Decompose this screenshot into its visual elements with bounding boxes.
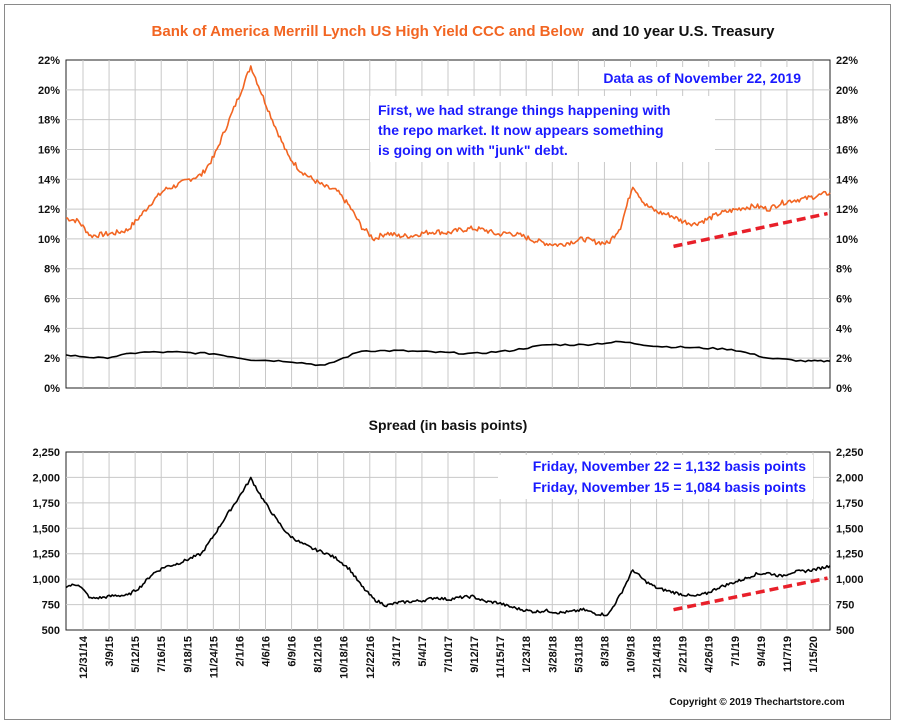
bottom-ytick-left: 1,250 — [32, 549, 60, 561]
title-treasury: and 10 year U.S. Treasury — [592, 23, 775, 40]
top-ytick-left: 20% — [38, 85, 60, 97]
x-tick-label: 5/31/18 — [573, 636, 585, 673]
top-ytick-left: 4% — [44, 323, 60, 335]
bottom-ytick-right: 750 — [836, 600, 854, 612]
x-tick-label: 8/12/16 — [313, 636, 325, 673]
x-tick-label: 12/31/14 — [78, 635, 90, 679]
top-ytick-right: 6% — [836, 294, 852, 306]
top-ytick-left: 22% — [38, 55, 60, 67]
x-tick-label: 12/22/16 — [365, 636, 377, 679]
x-tick-label: 11/7/19 — [782, 636, 794, 672]
spread-annotation-bg — [498, 455, 813, 499]
bottom-ytick-right: 1,750 — [836, 498, 864, 510]
bottom-ytick-right: 2,250 — [836, 447, 864, 459]
bottom-y-ticks: 500 500 750 750 1,000 1,000 1,250 1,250 1,500 1,5… — [32, 447, 863, 637]
bottom-ytick-right: 1,000 — [836, 574, 864, 586]
x-tick-label: 1/23/18 — [521, 636, 533, 673]
x-tick-label: 6/9/16 — [287, 636, 299, 667]
bottom-ytick-left: 1,000 — [32, 574, 60, 586]
note-line-1: First, we had strange things happening w… — [378, 102, 670, 118]
date-annotation-bg — [585, 67, 810, 89]
top-ytick-left: 8% — [44, 264, 60, 276]
x-tick-label: 8/3/18 — [599, 636, 611, 667]
copyright: Copyright © 2019 Thechartstore.com — [669, 697, 844, 708]
x-tick-label: 5/12/15 — [130, 636, 142, 673]
top-y-ticks: 0% 0% 2% 2% 4% 4% 6% 6% 8% 8% 10% 10% 12% 12% 14% 14% 16… — [38, 55, 858, 395]
spread-line — [65, 476, 831, 617]
top-ytick-left: 6% — [44, 294, 60, 306]
top-ytick-left: 14% — [38, 174, 60, 186]
bottom-ytick-right: 2,000 — [836, 472, 864, 484]
top-ytick-right: 14% — [836, 174, 858, 186]
top-ytick-left: 16% — [38, 144, 60, 156]
bottom-ytick-left: 1,500 — [32, 523, 60, 535]
top-series — [65, 65, 831, 367]
x-tick-label: 4/6/16 — [261, 636, 273, 667]
bottom-ytick-right: 1,250 — [836, 549, 864, 561]
bottom-ytick-left: 750 — [42, 600, 60, 612]
x-tick-label: 12/14/18 — [652, 636, 664, 679]
top-ytick-left: 2% — [44, 353, 60, 365]
bottom-ytick-left: 1,750 — [32, 498, 60, 510]
treasury-yield-line — [65, 340, 831, 367]
x-tick-label: 7/1/19 — [730, 636, 742, 667]
top-ytick-right: 20% — [836, 85, 858, 97]
bottom-trend-line — [673, 576, 828, 612]
top-chart-title: Bank of America Merrill Lynch US High Yi… — [152, 23, 776, 40]
x-tick-label: 2/21/19 — [678, 636, 690, 673]
top-ytick-left: 18% — [38, 115, 60, 127]
bottom-ytick-right: 1,500 — [836, 523, 864, 535]
top-ytick-left: 12% — [38, 204, 60, 216]
top-ytick-right: 8% — [836, 264, 852, 276]
x-tick-label: 9/12/17 — [469, 636, 481, 673]
bottom-ytick-left: 2,000 — [32, 472, 60, 484]
x-tick-label: 5/4/17 — [417, 636, 429, 667]
x-ticks: 12/31/14 3/9/15 5/12/15 7/16/15 9/18/15 11/24… — [78, 635, 820, 679]
spread-chart-title: Spread (in basis points) — [369, 417, 528, 433]
x-tick-label: 2/1/16 — [234, 636, 246, 667]
x-tick-label: 4/26/19 — [704, 636, 716, 673]
x-tick-label: 10/18/16 — [339, 636, 351, 679]
x-tick-label: 7/10/17 — [443, 636, 455, 673]
x-tick-label: 3/1/17 — [391, 636, 403, 667]
ccc-yield-line — [66, 65, 831, 247]
top-ytick-right: 0% — [836, 383, 852, 395]
note-annotation-bg — [370, 96, 715, 162]
top-ytick-right: 10% — [836, 234, 858, 246]
x-tick-label: 9/18/15 — [182, 636, 194, 673]
note-line-2: the repo market. It now appears somethin… — [378, 122, 664, 138]
x-tick-label: 11/24/15 — [208, 636, 220, 678]
top-trend-line — [673, 211, 828, 249]
top-ytick-right: 22% — [836, 55, 858, 67]
top-ytick-right: 18% — [836, 115, 858, 127]
x-tick-label: 1/15/20 — [808, 636, 820, 673]
x-tick-label: 3/9/15 — [104, 636, 116, 667]
bottom-ytick-left: 2,250 — [32, 447, 60, 459]
top-ytick-right: 16% — [836, 144, 858, 156]
top-ytick-right: 2% — [836, 353, 852, 365]
top-ytick-right: 12% — [836, 204, 858, 216]
x-tick-label: 11/15/17 — [495, 636, 507, 678]
top-ytick-right: 4% — [836, 323, 852, 335]
bottom-series — [65, 476, 831, 617]
x-tick-label: 7/16/15 — [156, 636, 168, 673]
x-tick-label: 9/4/19 — [756, 636, 768, 667]
bottom-ytick-left: 500 — [42, 625, 60, 637]
spread-note-2: Friday, November 15 = 1,084 basis points — [533, 479, 806, 495]
spread-note-1: Friday, November 22 = 1,132 basis points — [533, 458, 806, 474]
x-tick-label: 3/28/18 — [547, 636, 559, 673]
title-ccc: Bank of America Merrill Lynch US High Yi… — [152, 23, 585, 40]
top-ytick-left: 10% — [38, 234, 60, 246]
bottom-ytick-right: 500 — [836, 625, 854, 637]
note-line-3: is going on with "junk" debt. — [378, 142, 568, 158]
date-annotation: Data as of November 22, 2019 — [603, 70, 801, 86]
x-tick-label: 10/9/18 — [626, 636, 638, 673]
top-ytick-left: 0% — [44, 383, 60, 395]
